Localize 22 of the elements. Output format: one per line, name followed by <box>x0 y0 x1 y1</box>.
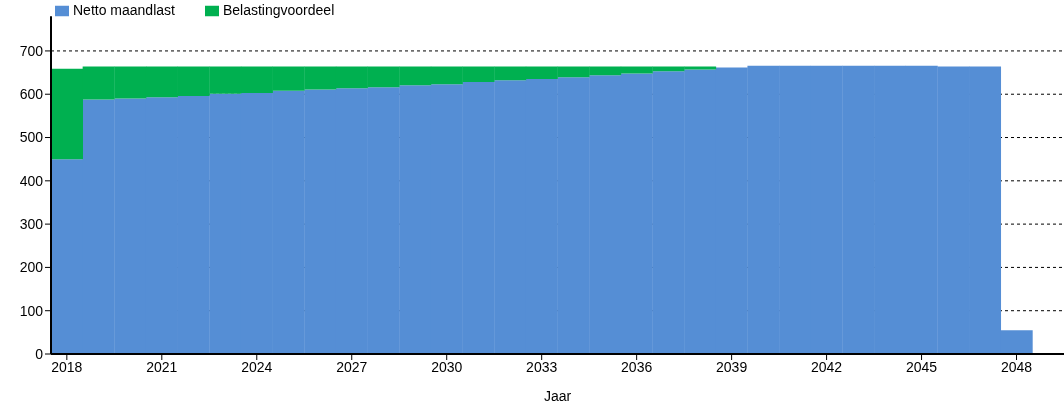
x-tick-label: 2018 <box>51 358 83 375</box>
x-tick-label: 2021 <box>146 358 178 375</box>
x-tick-label: 2042 <box>811 358 843 375</box>
x-tick-label: 2045 <box>905 358 938 375</box>
y-tick-label: 400 <box>19 172 44 189</box>
y-tick-label: 600 <box>19 86 44 103</box>
x-tick-label: 2036 <box>621 358 653 375</box>
y-tick-label: 0 <box>35 345 44 362</box>
legend-label: Belastingvoordeel <box>222 2 335 18</box>
y-tick-label: 500 <box>19 129 44 146</box>
x-tick-label: 2024 <box>241 358 273 375</box>
y-tick-label: 200 <box>19 259 44 276</box>
y-tick-label: 300 <box>19 216 44 233</box>
x-tick-label: 2033 <box>526 358 558 375</box>
x-tick-label: 2048 <box>1000 358 1033 375</box>
x-tick-label: 2030 <box>431 358 463 375</box>
x-axis-title: Jaar <box>543 388 572 404</box>
y-tick-label: 700 <box>19 42 44 59</box>
legend-label: Netto maandlast <box>73 2 175 18</box>
y-tick-label: 100 <box>19 302 44 319</box>
x-tick-label: 2039 <box>716 358 748 375</box>
x-tick-label: 2027 <box>336 358 368 375</box>
